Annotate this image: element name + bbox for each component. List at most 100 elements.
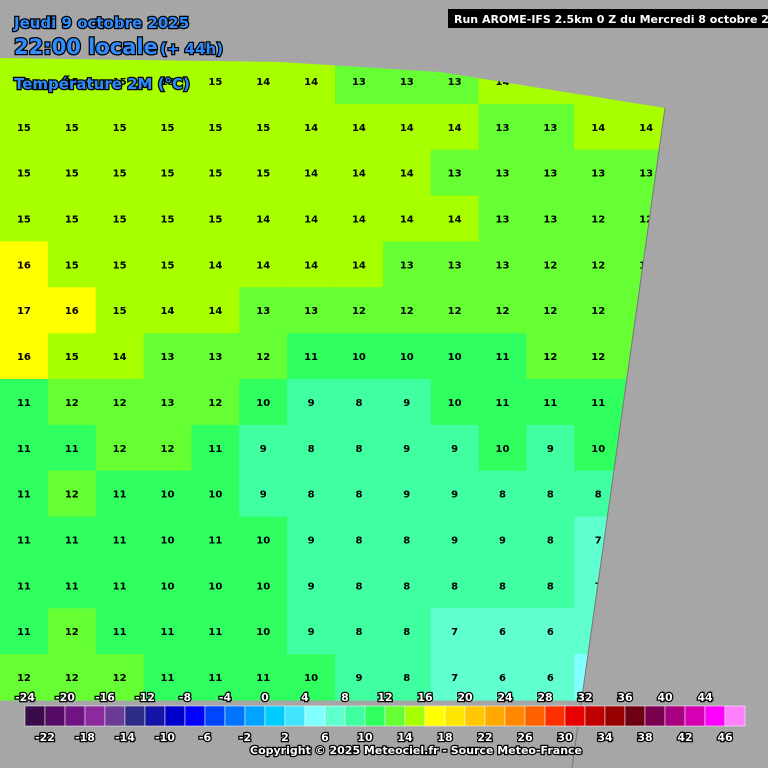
temp-cell [0, 241, 49, 288]
temp-value: 13 [448, 260, 462, 271]
scale-label: 12 [377, 691, 392, 704]
scale-box [244, 705, 266, 727]
scale-box [544, 705, 566, 727]
temp-value: 15 [256, 169, 270, 180]
temp-value: 11 [496, 398, 510, 409]
temp-cell [335, 333, 384, 380]
scale-label: -22 [35, 731, 55, 744]
temp-cell [430, 241, 480, 288]
temp-cell [478, 654, 527, 701]
temp-value: 14 [256, 260, 270, 271]
temp-cell [478, 103, 527, 151]
temp-cell [287, 287, 336, 334]
field: 15 15 15 15 15 14 14 13 13 13 14 14 14 14 15 15 15 15 15 15… [0, 58, 665, 701]
run-box [448, 9, 768, 28]
temp-cell [191, 654, 240, 701]
temp-value: 14 [448, 123, 462, 134]
temp-cell [526, 562, 575, 609]
temp-value: 8 [499, 581, 506, 592]
temp-cell [0, 562, 49, 609]
temp-value: 13 [543, 215, 557, 226]
temp-cell [191, 470, 240, 518]
temp-cell [0, 379, 49, 426]
temp-cell [95, 562, 145, 609]
scale-box [624, 705, 646, 727]
temp-cell [47, 58, 97, 105]
temp-value: 11 [496, 352, 510, 363]
scale-label: -8 [179, 691, 191, 704]
temp-value: 10 [256, 627, 270, 638]
temp-cell [287, 562, 336, 609]
temp-cell [191, 333, 240, 380]
temp-value: 15 [161, 123, 175, 134]
temp-value: 14 [304, 77, 318, 88]
temp-cell [526, 516, 575, 563]
temp-cell [239, 333, 288, 380]
scale-box [724, 705, 746, 727]
temp-cell [287, 195, 336, 242]
temp-cell [382, 562, 432, 609]
temp-cell [382, 103, 432, 151]
temp-value: 14 [304, 215, 318, 226]
temp-cell [287, 516, 336, 563]
scale-box [464, 705, 486, 727]
temp-value: 8 [308, 490, 315, 501]
scale-label: 30 [557, 731, 573, 744]
scale-box [304, 705, 326, 727]
temp-value: 13 [161, 398, 175, 409]
scale-box [144, 705, 166, 727]
temp-cell [143, 654, 192, 701]
temp-cell [239, 379, 288, 426]
scale-label: 22 [477, 731, 492, 744]
scale-label: 8 [341, 691, 349, 704]
temp-cell [191, 608, 240, 655]
temp-value: 6 [499, 673, 506, 684]
temp-value: 7 [451, 627, 458, 638]
temp-cell [143, 562, 192, 609]
temp-value: 8 [403, 673, 410, 684]
temp-value: 11 [208, 673, 222, 684]
temp-value: 15 [161, 260, 175, 271]
temp-cell [0, 195, 49, 242]
temp-value: 15 [65, 123, 79, 134]
temp-cell [526, 470, 575, 518]
temp-value: 15 [208, 215, 222, 226]
temp-cell [191, 379, 240, 426]
temp-value: 13 [304, 306, 318, 317]
temp-value: 10 [208, 581, 222, 592]
temp-value: 14 [496, 77, 510, 88]
temp-cell [382, 516, 432, 563]
temp-value: 10 [496, 444, 510, 455]
temp-value: 14 [352, 260, 366, 271]
temp-value: 12 [208, 398, 222, 409]
temp-value: 6 [547, 627, 554, 638]
temp-value: 13 [256, 306, 270, 317]
temp-cell [191, 103, 240, 151]
scale-box [344, 705, 366, 727]
scale-box [524, 705, 546, 727]
temp-cell [335, 149, 384, 197]
temp-value: 11 [17, 536, 31, 547]
temp-cell [143, 516, 192, 563]
temp-cell [239, 424, 288, 472]
temp-cell [95, 333, 145, 380]
temp-value: 15 [113, 306, 127, 317]
temp-value: 12 [639, 215, 653, 226]
temp-value: 9 [308, 581, 315, 592]
temp-cell [239, 654, 288, 701]
temp-value: 12 [65, 398, 79, 409]
temp-cell [239, 470, 288, 518]
temp-cell [239, 287, 288, 334]
temp-cell [95, 516, 145, 563]
temp-cell [382, 149, 432, 197]
temp-cell [47, 195, 97, 242]
scale-box [84, 705, 106, 727]
temp-cell [335, 516, 384, 563]
temp-value: 11 [65, 444, 79, 455]
temp-value: 13 [543, 169, 557, 180]
temp-cell [143, 608, 192, 655]
temp-cell [95, 195, 145, 242]
temp-cell [335, 424, 384, 472]
temp-value: 9 [403, 490, 410, 501]
temp-value: 8 [355, 490, 362, 501]
